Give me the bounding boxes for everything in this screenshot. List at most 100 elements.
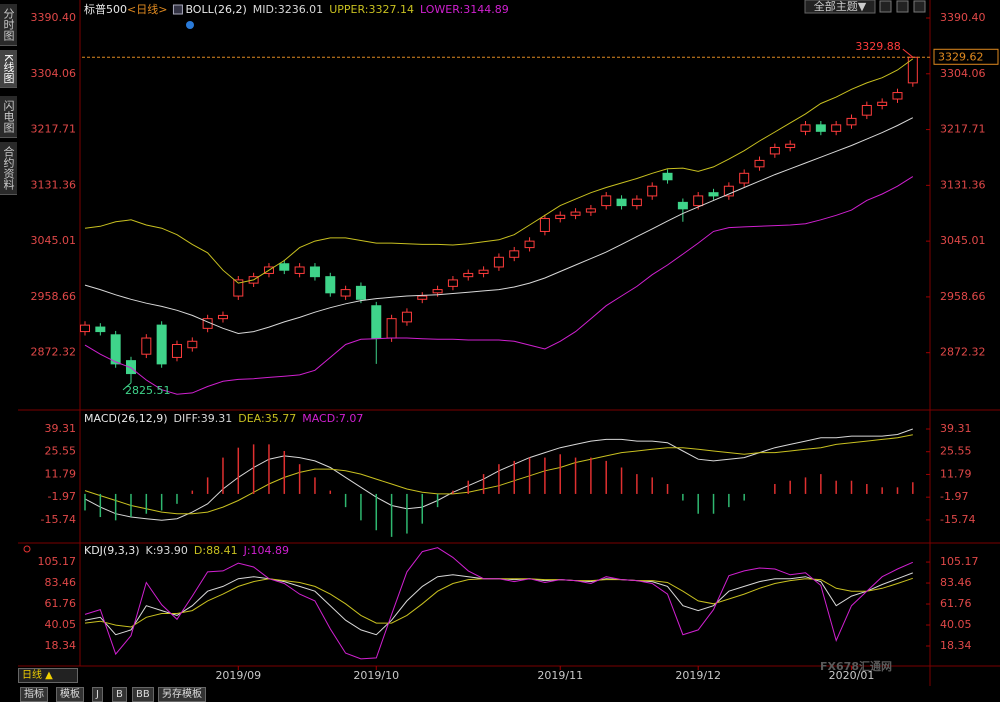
- candle-body: [739, 172, 750, 184]
- y-tick-label: 3390.40: [940, 11, 986, 24]
- y-tick-label: 3304.06: [940, 67, 986, 80]
- y-tick-label: 2872.32: [31, 346, 77, 359]
- y-tick-label: -15.74: [940, 513, 975, 526]
- theme-dropdown[interactable]: [804, 0, 876, 14]
- icon-button[interactable]: [913, 0, 926, 13]
- y-tick-label: 105.17: [38, 555, 77, 568]
- y-tick-label: 3217.71: [31, 123, 77, 136]
- y-tick-label: 3131.36: [31, 178, 77, 191]
- tab[interactable]: 模板: [56, 687, 84, 702]
- candle-body: [677, 201, 688, 210]
- period-label: <日线>: [127, 2, 167, 16]
- side-tab[interactable]: 合约资料: [0, 142, 17, 195]
- candle-body: [662, 172, 673, 181]
- last-price-label: 3329.62: [938, 50, 984, 63]
- legend-entry: DEA:35.77: [238, 412, 296, 425]
- x-tick-label: 2019/10: [353, 669, 399, 682]
- candle-body: [831, 124, 842, 132]
- tab[interactable]: BB: [132, 687, 154, 702]
- y-tick-label: 39.31: [45, 422, 77, 435]
- low-pointer: [122, 382, 132, 391]
- y-tick-label: -15.74: [41, 513, 76, 526]
- candle-body: [233, 279, 244, 297]
- candle-body: [141, 337, 152, 355]
- candle-body: [861, 104, 872, 116]
- candle-body: [723, 185, 734, 197]
- y-tick-label: 61.76: [45, 597, 77, 610]
- candle-body: [877, 101, 888, 106]
- candle-body: [800, 124, 811, 132]
- candle-body: [708, 192, 719, 197]
- candle-body: [80, 324, 90, 333]
- y-tick-label: 3390.40: [31, 11, 77, 24]
- x-tick-label: 2019/12: [675, 669, 721, 682]
- side-tab[interactable]: 分时图: [0, 4, 17, 46]
- candle-body: [570, 211, 581, 216]
- legend-entry: LOWER:3144.89: [420, 3, 509, 16]
- y-tick-label: 2872.32: [940, 346, 986, 359]
- candle-body: [493, 256, 504, 268]
- icon-button[interactable]: [896, 0, 909, 13]
- candle-body: [616, 198, 627, 207]
- tab[interactable]: 另存模板: [158, 687, 206, 702]
- icon-button[interactable]: [879, 0, 892, 13]
- candle-body: [371, 305, 382, 339]
- legend-entry: DIFF:39.31: [174, 412, 233, 425]
- candle-body: [355, 285, 366, 300]
- candle-body: [509, 250, 520, 258]
- candle-body: [156, 324, 167, 365]
- low-label: 2825.51: [125, 384, 170, 397]
- candle-body: [769, 146, 780, 155]
- y-tick-label: 25.55: [940, 445, 972, 458]
- theme-label[interactable]: 全部主题▼: [814, 0, 867, 13]
- y-tick-label: 11.79: [940, 467, 972, 480]
- candle-body: [401, 311, 412, 323]
- candle-body: [815, 124, 826, 132]
- y-tick-label: 25.55: [45, 445, 77, 458]
- indicator-icon: [172, 4, 183, 15]
- candle-body: [417, 295, 428, 300]
- panel-title: KDJ(9,3,3): [84, 544, 140, 557]
- candle-body: [631, 198, 642, 207]
- candle-body: [693, 195, 704, 207]
- candle-body: [785, 143, 796, 148]
- y-tick-label: 105.17: [940, 555, 979, 568]
- legend-entry: K:93.90: [146, 544, 188, 557]
- y-tick-label: -1.97: [940, 490, 968, 503]
- tab[interactable]: B: [112, 687, 127, 702]
- indicator-dot: [186, 21, 194, 29]
- candle-body: [340, 289, 351, 297]
- candle-body: [294, 266, 305, 274]
- tab[interactable]: 指标: [20, 687, 48, 702]
- panel-title: MACD(26,12,9): [84, 412, 168, 425]
- legend-entry: MACD:7.07: [302, 412, 363, 425]
- side-tab[interactable]: K线图: [0, 50, 17, 89]
- candle-body: [524, 240, 535, 249]
- y-tick-label: 3131.36: [940, 178, 986, 191]
- candle-body: [647, 185, 658, 197]
- legend-entry: MID:3236.01: [253, 3, 323, 16]
- y-tick-label: 3217.71: [940, 123, 986, 136]
- y-tick-label: 2958.66: [940, 290, 986, 303]
- period-button[interactable]: 日线 ▲: [18, 668, 78, 683]
- y-tick-label: 83.46: [940, 576, 972, 589]
- y-tick-label: 11.79: [45, 467, 77, 480]
- candle-body: [125, 360, 136, 375]
- y-tick-label: 3304.06: [31, 67, 77, 80]
- candle-body: [217, 314, 228, 320]
- indicator-line: [84, 117, 914, 335]
- candle-body: [279, 263, 290, 271]
- panel-title: 标普500: [84, 2, 127, 16]
- candle-body: [95, 326, 106, 333]
- candle-body: [110, 334, 121, 365]
- candle-body: [585, 208, 596, 213]
- candle-body: [892, 92, 903, 100]
- side-tab[interactable]: 闪电图: [0, 96, 17, 138]
- y-tick-label: 3045.01: [31, 234, 77, 247]
- candle-body: [309, 266, 320, 278]
- y-tick-label: 18.34: [45, 639, 77, 652]
- candle-body: [601, 195, 612, 207]
- legend-entry: D:88.41: [194, 544, 238, 557]
- tab[interactable]: J: [92, 687, 103, 702]
